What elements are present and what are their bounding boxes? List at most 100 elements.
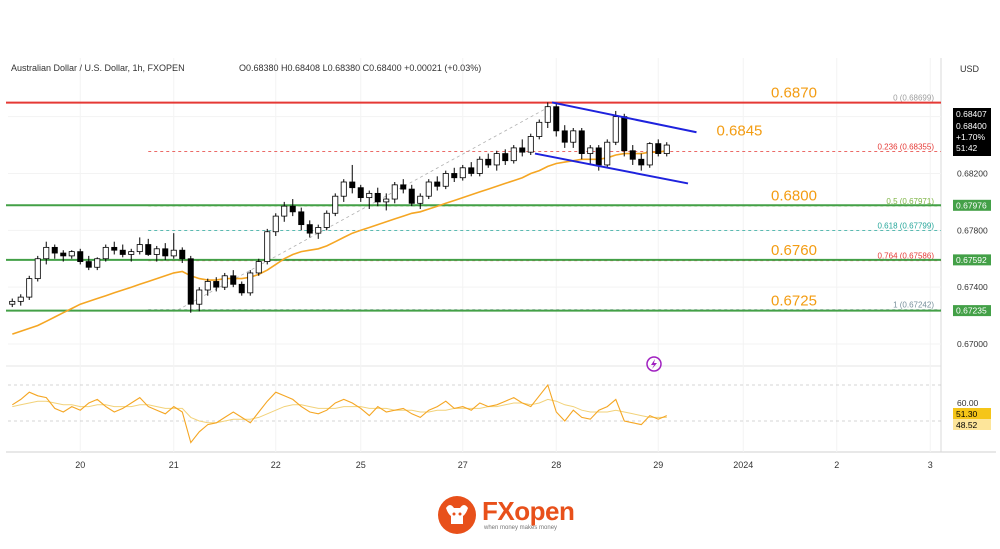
candle xyxy=(281,201,288,222)
candle-body xyxy=(102,246,109,260)
candle-body xyxy=(434,181,441,187)
x-tick-label: 28 xyxy=(551,460,561,470)
candle xyxy=(544,102,551,128)
candle xyxy=(561,125,568,148)
candle-body xyxy=(51,246,58,254)
candle-body xyxy=(17,296,24,302)
fib-label: 0.236 (0.68355) xyxy=(878,142,935,151)
candle xyxy=(68,250,75,259)
symbol-header: Australian Dollar / U.S. Dollar, 1h, FXO… xyxy=(11,63,185,73)
candle xyxy=(493,150,500,171)
rsi-signal-value: 48.52 xyxy=(956,420,978,430)
candle-body xyxy=(476,158,483,174)
candle xyxy=(340,179,347,202)
candle xyxy=(289,199,296,217)
candle xyxy=(332,193,339,217)
candle xyxy=(221,272,228,290)
y-tick-label: 0.68200 xyxy=(957,168,988,178)
candle xyxy=(26,275,33,300)
chart-svg[interactable]: 0 (0.68699)0.236 (0.68355)0.5 (0.67971)0… xyxy=(6,58,996,478)
candle-body xyxy=(213,281,220,288)
candle xyxy=(204,278,211,296)
candle xyxy=(604,139,611,168)
candle-body xyxy=(621,116,628,152)
price-label-text: 0.67235 xyxy=(956,306,987,316)
candle xyxy=(247,270,254,296)
rsi-signal-line xyxy=(12,398,667,424)
candle xyxy=(638,153,645,171)
candle xyxy=(502,149,509,165)
candle-body xyxy=(578,130,585,154)
y-tick-label: 0.67800 xyxy=(957,225,988,235)
candle xyxy=(128,248,135,262)
brand-logo[interactable]: FXopen when money makes money xyxy=(436,492,586,538)
price-label-box xyxy=(953,199,991,211)
candle xyxy=(417,193,424,209)
candle xyxy=(459,164,466,181)
candle xyxy=(145,238,152,256)
candle xyxy=(230,270,237,288)
x-tick-label: 25 xyxy=(356,460,366,470)
grid xyxy=(6,58,996,453)
candle-body xyxy=(289,205,296,213)
candle xyxy=(119,244,126,258)
candle-body xyxy=(179,249,186,260)
rsi-value-boxes: 51.30 48.52 xyxy=(953,408,991,430)
fib-label: 1 (0.67242) xyxy=(893,301,934,310)
candle-body xyxy=(162,248,169,257)
price-label-box xyxy=(953,254,991,266)
close-price: 0.68400 xyxy=(956,121,987,131)
level-label: 0.6760 xyxy=(771,242,817,259)
candle-body xyxy=(128,251,135,255)
candle xyxy=(357,184,364,202)
price-label-text: 0.67976 xyxy=(956,200,987,210)
candle-body xyxy=(196,289,203,305)
chart-area[interactable]: 0 (0.68699) 0.236 (0.68355) 0.5 (0.67971) 0… xyxy=(6,58,996,478)
candle xyxy=(255,258,262,276)
candle-body xyxy=(26,278,33,298)
candle-body xyxy=(60,252,67,257)
candle xyxy=(519,139,526,157)
candle-body xyxy=(247,272,254,294)
candle-body xyxy=(340,181,347,197)
candle-body xyxy=(43,246,50,260)
candle-body xyxy=(136,244,143,253)
candle-body xyxy=(238,283,245,294)
candle xyxy=(213,277,220,292)
x-tick-label: 2024 xyxy=(733,460,753,470)
candle xyxy=(162,243,169,261)
candle-body xyxy=(451,173,458,179)
candle-body xyxy=(519,147,526,153)
level-label: 0.6800 xyxy=(771,187,817,204)
candle-body xyxy=(561,130,568,143)
candle-body xyxy=(553,106,560,132)
candle xyxy=(153,245,160,262)
moving-average xyxy=(12,149,667,335)
candle xyxy=(60,250,67,262)
footer: FXopen when money makes money xyxy=(0,478,1000,549)
candle xyxy=(136,237,143,255)
candle-body xyxy=(34,258,41,280)
candle xyxy=(451,167,458,182)
candle-body xyxy=(510,147,517,162)
candle-body xyxy=(255,261,262,274)
candle-body xyxy=(442,173,449,187)
lightning-icon[interactable] xyxy=(646,356,662,372)
candle xyxy=(43,241,50,265)
candle xyxy=(578,128,585,160)
candle-body xyxy=(468,167,475,174)
candle-body xyxy=(425,181,432,197)
candle xyxy=(85,255,92,271)
level-label: 0.6725 xyxy=(771,293,817,310)
y-tick-label: 0.67000 xyxy=(957,339,988,349)
candle-body xyxy=(493,153,500,166)
candle xyxy=(570,128,577,148)
x-tick-label: 21 xyxy=(169,460,179,470)
moving-average-line xyxy=(12,149,667,335)
ohlc-readout: O0.68380 H0.68408 L0.68380 C0.68400 +0.0… xyxy=(239,63,481,73)
candle-body xyxy=(272,215,279,233)
candle-body xyxy=(187,258,194,305)
rsi-line xyxy=(12,383,668,444)
candle xyxy=(306,220,313,238)
x-tick-label: 27 xyxy=(458,460,468,470)
